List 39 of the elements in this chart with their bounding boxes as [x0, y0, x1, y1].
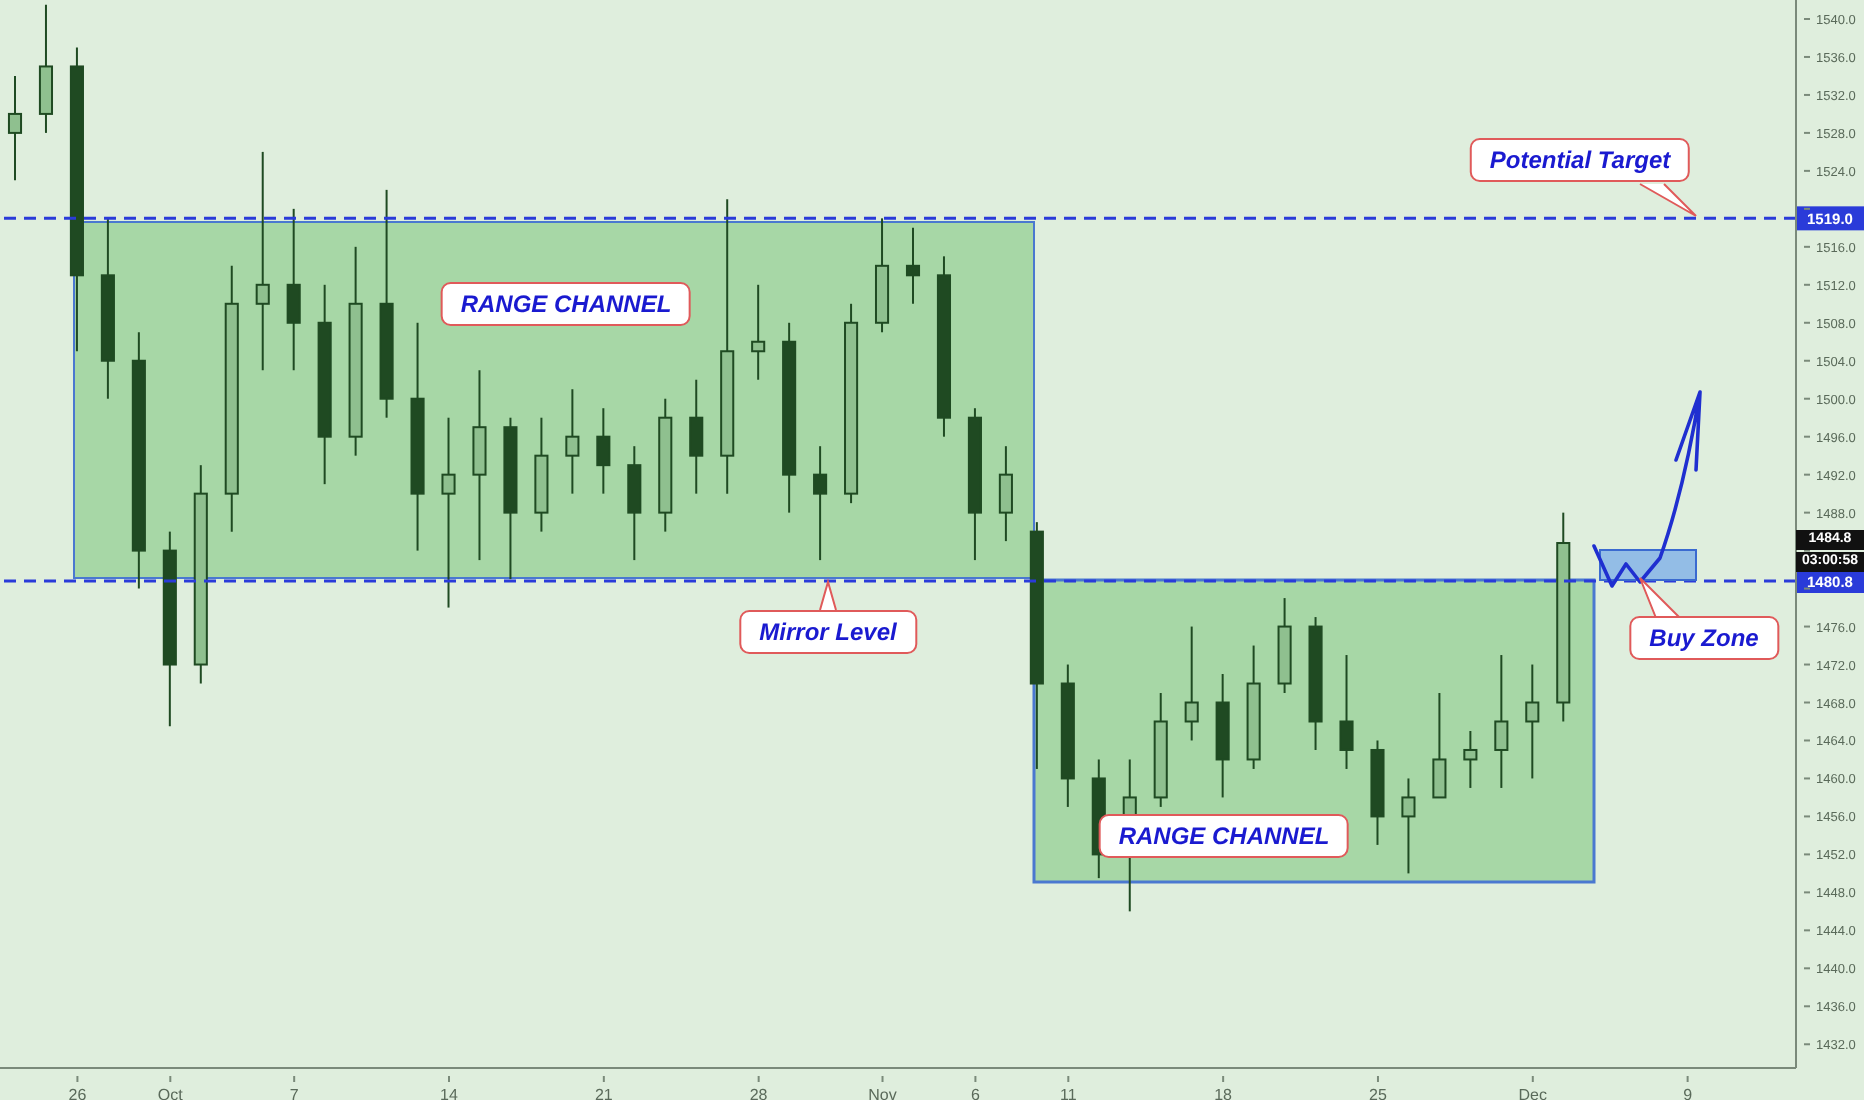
candlestick: [1525, 663, 1540, 780]
x-tick-label: Nov: [868, 1086, 897, 1100]
candlestick: [286, 207, 301, 372]
candlestick: [441, 416, 456, 609]
candlestick: [751, 283, 766, 381]
candlestick: [905, 226, 921, 305]
candlestick: [1494, 654, 1509, 789]
candlestick: [627, 445, 642, 562]
candlestick: [1401, 777, 1416, 875]
x-tick-label: 25: [1369, 1086, 1388, 1100]
x-tick-label: 14: [440, 1086, 459, 1100]
x-tick-label: 11: [1060, 1086, 1078, 1100]
candlestick: [565, 388, 580, 495]
candlestick: [596, 407, 611, 495]
x-tick-label: 21: [594, 1086, 614, 1100]
annotation: Mirror Level: [739, 610, 917, 654]
x-tick-label: Oct: [157, 1086, 185, 1100]
annotation: RANGE CHANNEL: [1098, 814, 1350, 858]
candlestick: [1184, 625, 1199, 742]
candlestick: [38, 3, 54, 134]
annotation: Potential Target: [1469, 138, 1691, 182]
x-tick-label: Dec: [1518, 1086, 1548, 1100]
candlestick: [689, 378, 704, 495]
x-tick-label: 7: [289, 1086, 300, 1100]
candlestick: [1463, 729, 1478, 789]
candlestick: [7, 74, 23, 182]
x-tick-label: 28: [749, 1086, 769, 1100]
candlestick: [1432, 692, 1447, 799]
candlestick: [1339, 654, 1354, 770]
annotation: RANGE CHANNEL: [440, 282, 692, 326]
candlestick: [472, 369, 487, 562]
x-tick-label: 18: [1214, 1086, 1234, 1100]
candlestick: [255, 150, 270, 372]
x-tick-label: 6: [970, 1086, 981, 1100]
x-tick-label: 9: [1683, 1086, 1694, 1100]
x-tick-label: 26: [68, 1086, 88, 1100]
candlestick: [998, 445, 1013, 543]
annotation: Buy Zone: [1629, 616, 1779, 660]
candlestick: [813, 445, 828, 562]
